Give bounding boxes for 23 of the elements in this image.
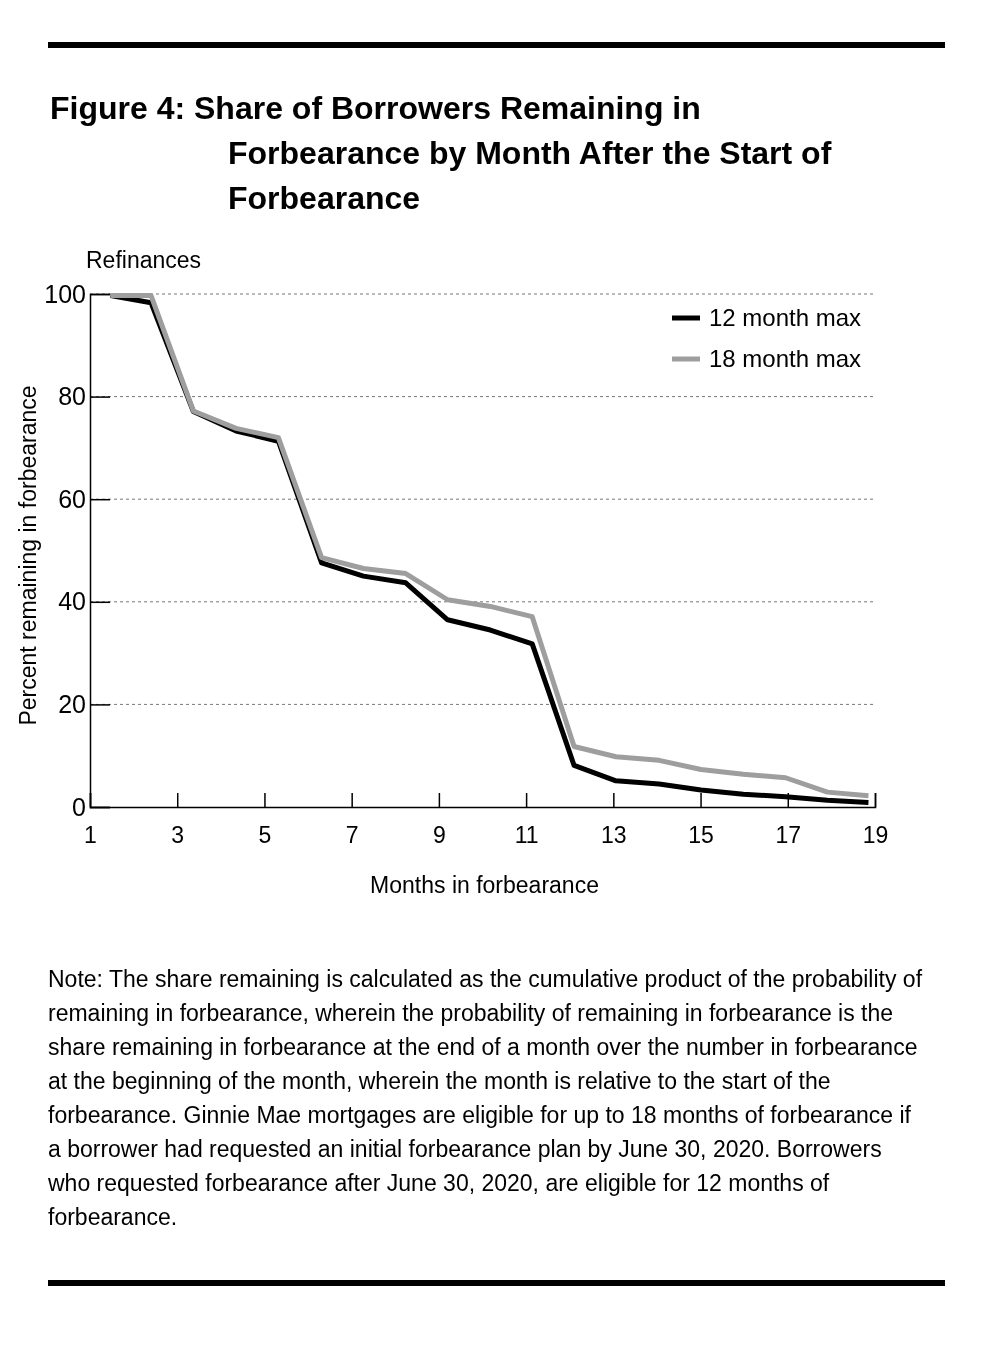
x-tick-label: 5 <box>258 822 272 848</box>
y-tick-label: 80 <box>58 382 86 411</box>
x-tick-label: 3 <box>171 822 185 848</box>
x-tick-label: 9 <box>432 822 446 848</box>
x-tick-label: 13 <box>601 822 627 848</box>
y-tick-label: 100 <box>44 279 86 308</box>
y-tick-label: 40 <box>58 587 86 616</box>
legend-label: 18 month max <box>709 345 862 372</box>
y-tick-label: 20 <box>58 689 86 718</box>
chart-subtitle: Refinances <box>86 247 202 273</box>
y-tick-label: 60 <box>58 484 86 513</box>
x-tick-label: 7 <box>345 822 359 848</box>
x-tick-label: 19 <box>862 822 889 848</box>
x-tick-label: 1 <box>84 822 97 848</box>
y-axis-title: Percent remaining in forbearance <box>15 385 41 726</box>
legend-label: 12 month max <box>709 304 862 331</box>
y-tick-label: 0 <box>72 792 86 821</box>
text: Note: The share remaining is calculated as the cumulative product of the probability of remaining in forbearance, wherein the probability of remaining in forbearance is the share remaining in forbearance at the end of a month over the number in forbearance at the beginning of the month, wherein the month is relative to the start of the forbearance. Ginnie Mae mortgages are eligible for up to 18 months of forbearance if a borrower had requested an initial forbearance plan by June 30, 2020. Borrowers who requested forbearance after June 30, 2020, are eligible for 12 months of forbearance. <box>48 965 924 1232</box>
x-axis-title: Months in forbearance <box>370 872 599 898</box>
x-tick-label: 11 <box>514 822 539 848</box>
x-tick-label: 17 <box>775 822 802 848</box>
chart-title: Figure 4: Share of Borrowers Remaining in Forbearance by Month After the Start of Forbearance <box>50 89 833 218</box>
x-tick-label: 15 <box>688 822 714 848</box>
